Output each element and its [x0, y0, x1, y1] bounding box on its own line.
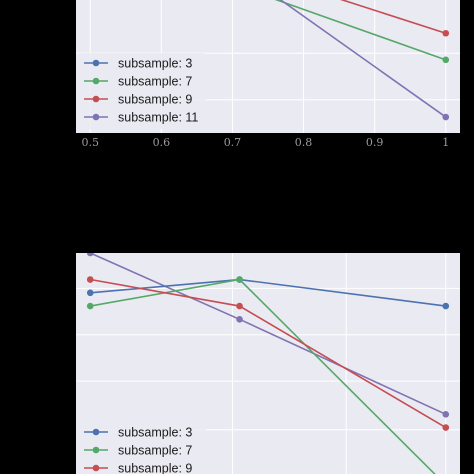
x-tick-label: 1 [442, 136, 449, 149]
top-chart: 0.5 0.6 0.7 0.8 0.9 1 subsample: 3 subsample: 7… [76, 0, 460, 149]
data-point [442, 302, 450, 310]
legend-marker [92, 428, 100, 436]
data-point [442, 411, 450, 418]
data-point [86, 302, 94, 310]
legend-label: subsample: 7 [118, 444, 192, 458]
legend-label: subsample: 3 [118, 57, 192, 71]
legend-label: subsample: 9 [118, 462, 192, 474]
series-line [274, 0, 447, 61]
series-group [86, 253, 450, 474]
series-group [274, 0, 450, 121]
legend-box [76, 53, 206, 129]
legend-box [76, 422, 206, 474]
x-tick-label: 0.6 [153, 136, 171, 149]
data-point [442, 113, 450, 121]
data-point [236, 316, 243, 323]
legend-marker [92, 59, 100, 67]
data-point [442, 424, 450, 431]
x-tick-label: 0.7 [224, 136, 242, 149]
legend-label: subsample: 3 [118, 426, 192, 440]
data-point [86, 289, 94, 297]
legend-marker [92, 446, 100, 454]
x-tick-label: 0.9 [366, 136, 384, 149]
data-point [86, 253, 94, 257]
legend-label: subsample: 7 [118, 75, 192, 89]
legend-marker [92, 113, 100, 121]
bottom-chart: subsample: 3 subsample: 7 subsample: 9 [76, 253, 460, 474]
legend: subsample: 3 subsample: 7 subsample: 9 [76, 422, 206, 474]
data-point [86, 276, 94, 283]
data-point [236, 302, 243, 310]
data-point [236, 276, 243, 283]
series-line [279, 0, 447, 118]
legend-label: subsample: 11 [118, 111, 198, 125]
legend: subsample: 3 subsample: 7 subsample: 9 subs… [76, 53, 206, 129]
legend-marker [92, 95, 100, 103]
x-tick-label: 0.5 [81, 136, 99, 149]
x-tick-label: 0.8 [295, 136, 313, 149]
series-line [340, 0, 447, 35]
legend-label: subsample: 9 [118, 93, 192, 107]
legend-marker [92, 464, 100, 472]
data-point [442, 56, 450, 64]
data-point [442, 29, 450, 37]
legend-marker [92, 77, 100, 85]
